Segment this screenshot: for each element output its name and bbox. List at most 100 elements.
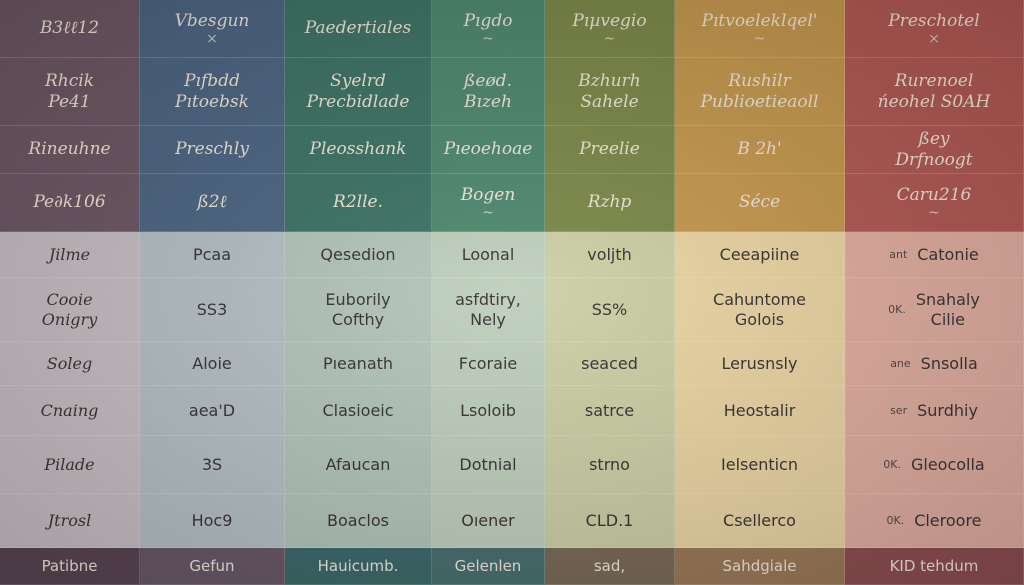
cell-text: Bzhurh (578, 71, 641, 92)
cell-text: Loonal (461, 244, 515, 264)
table-cell: Hoc9 (140, 494, 285, 548)
cell-text: sad, (593, 557, 626, 575)
cell-text: Snahaly (915, 290, 980, 310)
cell-text: B3ℓℓ12 (39, 18, 100, 39)
cell-text: Snsolla (920, 353, 978, 373)
cell-text: Csellerco (723, 510, 796, 530)
table-cell: Séce (675, 174, 845, 232)
table-cell: Heostalir (675, 386, 845, 436)
cell-text: Sahele (580, 91, 639, 112)
table-cell: Paedertiales (285, 0, 432, 58)
table-cell: Euborily Cofthy (285, 278, 432, 342)
cell-text: seaced (581, 353, 638, 373)
cell-text: Rzhp (587, 192, 632, 213)
table-cell: 0K. Gleocolla (845, 436, 1024, 494)
cell-text: B 2h' (737, 139, 782, 160)
cell-mark: ~ (928, 204, 940, 221)
table-cell: seaced (545, 342, 675, 386)
cell-text: ß2ℓ (197, 192, 227, 213)
table-cell: Rzhp (545, 174, 675, 232)
table-cell: Pe∂k106 (0, 174, 140, 232)
table-cell: Caru216 ~ (845, 174, 1024, 232)
cell-mark: ~ (482, 204, 494, 221)
table-cell: Pıeanath (285, 342, 432, 386)
cell-text: Lsoloib (460, 400, 516, 420)
table-cell: B3ℓℓ12 (0, 0, 140, 58)
table-cell: Afaucan (285, 436, 432, 494)
table-cell: aea'D (140, 386, 285, 436)
table-cell: Rineuhne (0, 126, 140, 174)
cell-text: Soleg (46, 353, 93, 373)
cell-text: Pe41 (48, 91, 91, 112)
cell-text: Publioetieaoll (700, 91, 819, 112)
cell-text: Aloie (192, 353, 232, 373)
cell-text: asfdtiry, (455, 290, 521, 310)
table-cell: ßeød. Bızeh (432, 58, 545, 126)
table-cell: Ceeapiine (675, 232, 845, 278)
table-cell: Boaclos (285, 494, 432, 548)
table-cell: B 2h' (675, 126, 845, 174)
cell-text: Cahuntome (713, 290, 806, 310)
cell-prefix: 0K. (888, 302, 906, 316)
table-cell: Pleosshank (285, 126, 432, 174)
table-cell: voljth (545, 232, 675, 278)
cell-text: Precbidlade (306, 91, 410, 112)
table-cell: R2lle. (285, 174, 432, 232)
table-cell: 3S (140, 436, 285, 494)
table-cell: Patibne (0, 548, 140, 585)
cell-mark: × (206, 30, 218, 47)
cell-text: SS% (591, 299, 628, 319)
table-cell: Preelie (545, 126, 675, 174)
cell-text: Sahdgiale (722, 557, 797, 575)
cell-text: CLD.1 (585, 510, 634, 530)
cell-text: Cleroore (914, 510, 982, 530)
table-cell: Cahuntome Golois (675, 278, 845, 342)
cell-text: Qesedion (320, 244, 396, 264)
table-cell: Csellerco (675, 494, 845, 548)
table-cell: Bogen ~ (432, 174, 545, 232)
cell-text: Pcaa (192, 244, 232, 264)
cell-text: Heostalir (723, 400, 796, 420)
table-cell: Pıgdo ~ (432, 0, 545, 58)
table-cell: Sahdgiale (675, 548, 845, 585)
cell-text: Cooie (46, 290, 93, 310)
table-cell: Cooie Onigry (0, 278, 140, 342)
table-cell: Clasioeic (285, 386, 432, 436)
cell-text: R2lle. (333, 192, 383, 213)
table-cell: ane Snsolla (845, 342, 1024, 386)
cell-text: Cilie (930, 309, 966, 329)
cell-text: Syelrd (330, 71, 386, 92)
cell-text: strno (589, 454, 630, 474)
cell-text: Dotnial (459, 454, 517, 474)
cell-text: Pıeoehoae (443, 139, 533, 160)
table-cell: sad, (545, 548, 675, 585)
table-cell: Oıener (432, 494, 545, 548)
cell-text: ßey (918, 129, 950, 150)
cell-text: Preelie (579, 139, 640, 160)
table-cell: Bzhurh Sahele (545, 58, 675, 126)
cell-text: Jtrosl (47, 510, 92, 530)
cell-text: ßeød. (464, 71, 512, 92)
table-cell: Lerusnsly (675, 342, 845, 386)
cell-prefix: ant (889, 247, 908, 261)
table-cell: Fcoraie (432, 342, 545, 386)
table-cell: satrce (545, 386, 675, 436)
table-cell: Aloie (140, 342, 285, 386)
table-cell: Loonal (432, 232, 545, 278)
table-cell: Gelenlen (432, 548, 545, 585)
cell-text: SS3 (196, 299, 228, 319)
cell-text: Pıµvegio (572, 11, 647, 32)
cell-mark: × (928, 30, 940, 47)
cell-text: Golois (734, 309, 785, 329)
cell-text: Cnaing (40, 400, 99, 420)
cell-prefix: ser (890, 403, 908, 417)
cell-text: Preschly (175, 139, 249, 160)
cell-text: aea'D (188, 400, 236, 420)
table-cell: Soleg (0, 342, 140, 386)
cell-text: Afaucan (325, 454, 391, 474)
table-cell: Pilade (0, 436, 140, 494)
cell-prefix: 0K. (886, 513, 905, 527)
table-cell: Pıµvegio ~ (545, 0, 675, 58)
table-cell: strno (545, 436, 675, 494)
cell-mark: ~ (482, 30, 494, 47)
